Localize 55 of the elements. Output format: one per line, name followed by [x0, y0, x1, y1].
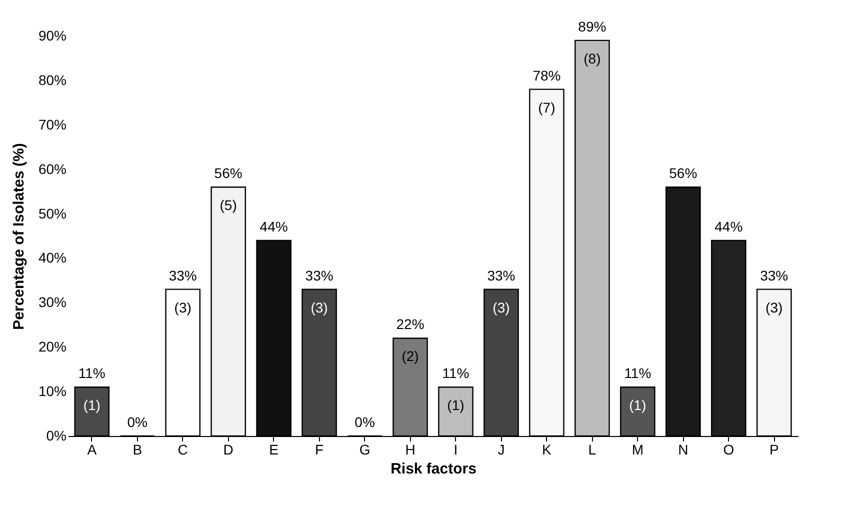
annotation: (7) [538, 99, 556, 116]
x-tick-label: I [454, 442, 458, 458]
y-tick-label: 0% [46, 428, 66, 444]
x-tick-label: L [588, 442, 596, 458]
data-label: 44% [260, 218, 288, 234]
y-tick-label: 30% [38, 294, 66, 310]
x-tick-label: O [723, 442, 734, 458]
data-label: 22% [396, 316, 424, 332]
x-tick-label: N [678, 442, 688, 458]
y-tick-label: 40% [38, 250, 66, 266]
annotation: (3) [766, 299, 783, 316]
y-tick-label: 10% [38, 383, 66, 400]
annotation: (1) [447, 397, 464, 414]
x-tick-label: G [359, 442, 370, 458]
data-label: 89% [578, 18, 606, 34]
x-tick-label: H [405, 442, 416, 458]
annotation: (3) [492, 299, 510, 316]
x-tick-label: J [498, 442, 505, 458]
data-label: 0% [354, 414, 375, 430]
y-tick-label: 20% [38, 338, 66, 355]
y-tick-label: 90% [38, 28, 66, 44]
data-label: 33% [305, 267, 334, 284]
data-label: 11% [78, 365, 106, 382]
x-tick-label: A [87, 442, 98, 458]
annotation: (5) [220, 197, 237, 214]
x-tick-label: F [315, 442, 324, 458]
data-label: 78% [532, 67, 561, 84]
x-tick-label: P [769, 442, 779, 458]
x-tick-label: M [632, 442, 644, 458]
x-tick-label: E [269, 442, 278, 458]
annotation: (1) [629, 397, 646, 414]
x-tick-label: D [223, 442, 234, 458]
x-tick-label: C [178, 442, 188, 458]
data-label: 33% [487, 267, 516, 284]
data-label: 11% [624, 365, 652, 382]
annotation: (3) [310, 299, 328, 316]
y-tick-label: 70% [38, 116, 66, 132]
data-label: 33% [168, 267, 197, 284]
annotation: (3) [174, 299, 192, 316]
data-label: 56% [669, 165, 698, 182]
data-label: 33% [760, 267, 788, 284]
annotation: (2) [402, 348, 419, 364]
y-tick-label: 50% [38, 205, 66, 222]
y-axis-title: Percentage of Isolates (%) [10, 143, 28, 330]
annotation: (8) [584, 50, 601, 66]
y-tick-label: 60% [38, 160, 66, 177]
x-tick-label: K [542, 442, 552, 458]
y-tick-label: 80% [38, 72, 66, 88]
x-tick-label: B [132, 442, 142, 458]
data-label: 0% [127, 414, 148, 430]
x-axis-title: Risk factors [390, 460, 476, 478]
annotation: (1) [83, 397, 100, 414]
data-label: 44% [714, 218, 743, 234]
data-label: 56% [214, 165, 242, 182]
data-label: 11% [442, 365, 470, 382]
